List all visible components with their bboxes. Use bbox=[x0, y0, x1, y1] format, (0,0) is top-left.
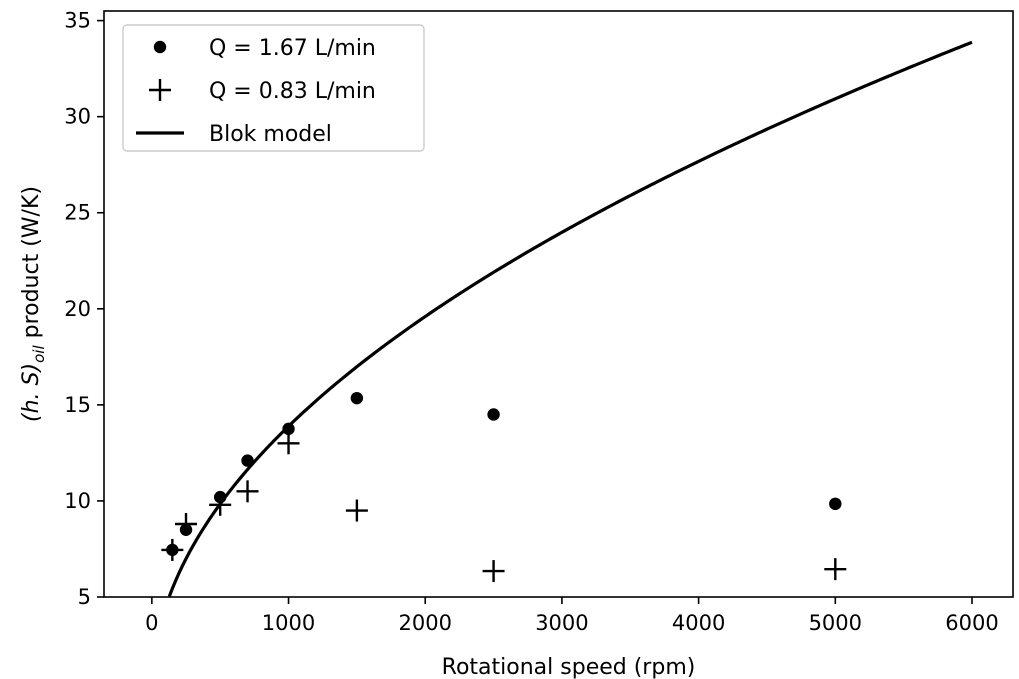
data-point-plus-7 bbox=[824, 558, 847, 581]
legend-label: Q = 0.83 L/min bbox=[209, 79, 376, 104]
data-point-plus-3 bbox=[236, 480, 259, 503]
data-point-plus-2 bbox=[209, 493, 232, 516]
plot-layer bbox=[161, 40, 973, 597]
y-tick-label: 10 bbox=[64, 489, 91, 513]
legend-label: Q = 1.67 L/min bbox=[209, 36, 376, 61]
y-tick-label: 5 bbox=[78, 585, 91, 609]
x-tick-label: 2000 bbox=[398, 611, 451, 635]
x-tick-label: 6000 bbox=[945, 611, 998, 635]
y-axis-label-subscript: oil bbox=[30, 345, 48, 363]
data-point-circle-6 bbox=[487, 408, 500, 421]
data-point-circle-4 bbox=[282, 422, 295, 436]
model-curve-line bbox=[167, 40, 973, 597]
y-tick-label: 35 bbox=[64, 9, 91, 33]
data-point-circle-3 bbox=[241, 454, 254, 467]
y-axis-label: (h. S)oil product (W/K) bbox=[19, 186, 48, 422]
data-point-plus-5 bbox=[345, 499, 368, 522]
legend-circle-swatch bbox=[153, 40, 167, 54]
y-tick-label: 15 bbox=[64, 393, 91, 417]
x-tick-label: 1000 bbox=[262, 611, 315, 635]
data-point-plus-1 bbox=[175, 512, 198, 535]
legend-label: Blok model bbox=[209, 122, 332, 147]
y-axis-label-main: (h. S) bbox=[19, 363, 44, 422]
y-tick-label: 30 bbox=[64, 105, 91, 129]
legend-plus-swatch bbox=[149, 79, 171, 101]
y-axis-label-rest: product (W/K) bbox=[19, 186, 44, 345]
data-point-plus-6 bbox=[482, 560, 505, 583]
x-axis-label: Rotational speed (rpm) bbox=[442, 655, 696, 679]
x-tick-label: 5000 bbox=[809, 611, 862, 635]
legend: Q = 1.67 L/min Q = 0.83 L/min Blok model bbox=[122, 24, 425, 152]
axes-layer: 0 1000 2000 3000 4000 5000 6000 5 10 15 20 25 30 35 Ro… bbox=[19, 9, 1014, 679]
x-tick-label: 4000 bbox=[672, 611, 725, 635]
data-point-circle-5 bbox=[350, 391, 364, 405]
data-point-plus-0 bbox=[161, 538, 184, 561]
x-tick-label: 3000 bbox=[535, 611, 588, 635]
plot-frame bbox=[103, 10, 1014, 598]
data-point-circle-7 bbox=[829, 497, 842, 511]
plot-area bbox=[161, 40, 973, 597]
x-tick-label: 0 bbox=[145, 611, 158, 635]
y-tick-label: 20 bbox=[64, 297, 91, 321]
data-point-plus-4 bbox=[277, 432, 300, 455]
y-tick-label: 25 bbox=[64, 201, 91, 225]
legend-box bbox=[122, 24, 425, 152]
